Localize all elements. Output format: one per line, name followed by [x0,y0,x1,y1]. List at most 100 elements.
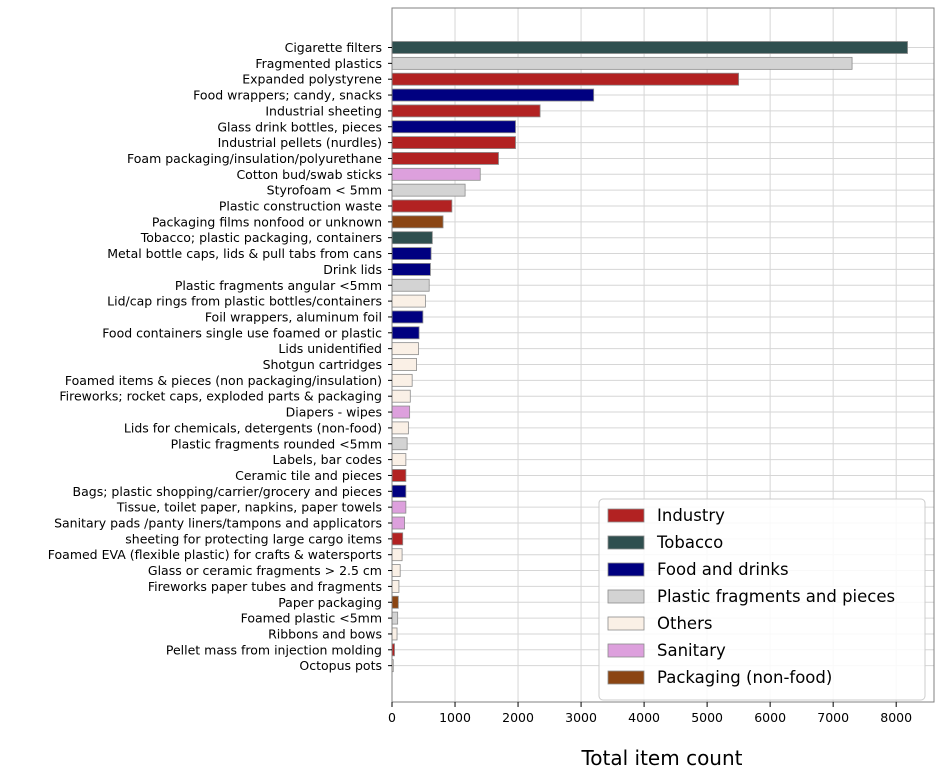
bar [391,56,853,70]
category-label: Industrial pellets (nurdles) [218,135,382,150]
bar [391,405,411,419]
bar [391,120,516,134]
legend-swatch [607,670,645,685]
legend-label: Food and drinks [657,560,789,579]
bar [391,516,406,530]
legend-label: Packaging (non-food) [657,668,832,687]
bar [391,136,516,150]
bar [391,627,398,641]
category-label: Food containers single use foamed or pla… [102,325,382,340]
legend-swatch [607,535,645,550]
bar [391,484,407,498]
category-label: Lids unidentified [278,341,382,356]
category-label: Foil wrappers, aluminum foil [205,309,382,324]
category-label: Plastic construction waste [219,199,382,214]
bar [391,152,499,165]
category-label: Industrial sheeting [265,103,382,118]
category-label: Diapers - wipes [286,405,382,420]
legend-label: Plastic fragments and pieces [657,587,895,606]
bar [391,437,408,451]
bar [391,389,411,403]
category-label: Ceramic tile and pieces [235,468,382,483]
category-label: Glass or ceramic fragments > 2.5 cm [148,563,382,578]
bar [391,215,444,229]
category-label: Packaging films nonfood or unknown [152,214,382,229]
legend-label: Sanitary [657,641,726,660]
x-tick-label: 4000 [628,710,660,725]
bar [391,595,399,609]
x-tick-label: 5000 [691,710,723,725]
bar [391,580,400,593]
legend-swatch [607,643,645,658]
bar [391,500,407,514]
legend: Industry Tobacco Food and drinks Plastic fr… [598,498,926,701]
bar [391,72,740,86]
legend-swatch [607,508,645,523]
bar [391,41,908,54]
bar [391,453,407,467]
bar [391,167,481,181]
category-label: Glass drink bottles, pieces [217,119,382,134]
category-label: Pellet mass from injection molding [166,642,382,657]
category-label: Tissue, toilet paper, napkins, paper tow… [116,500,382,515]
x-tick-label: 7000 [817,710,849,725]
bar [391,294,426,308]
category-label: Fireworks; rocket caps, exploded parts &… [59,389,382,404]
bar [391,326,420,340]
bar [391,373,413,387]
category-label: Sanitary pads /panty liners/tampons and … [54,516,382,531]
category-label: Cotton bud/swab sticks [236,167,382,182]
bar [391,183,466,197]
category-label: Drink lids [323,262,382,277]
category-label: Foam packaging/insulation/polyurethane [127,151,382,166]
legend-label: Industry [657,506,725,525]
bar [391,611,399,625]
category-label: Labels, bar codes [272,452,382,467]
bar [391,469,407,482]
x-axis-ticks: 0 1000 2000 3000 4000 5000 6000 7000 8000 [388,702,912,725]
x-tick-label: 2000 [502,710,534,725]
category-label: Expanded polystyrene [242,72,382,87]
legend-swatch [607,562,645,577]
legend-label: Others [657,614,712,633]
bar [391,88,595,102]
category-label: Shotgun cartridges [263,357,382,372]
x-axis-title: Total item count [580,746,742,770]
bar [391,532,404,546]
plot-frame [391,7,935,703]
bar [391,310,424,324]
category-label: Plastic fragments rounded <5mm [171,436,382,451]
category-label: Cigarette filters [285,40,382,55]
category-label: Foamed EVA (flexible plastic) for crafts… [48,547,382,562]
legend-swatch [607,589,645,604]
bar [391,548,403,562]
category-label: sheeting for protecting large cargo item… [125,531,382,546]
category-label: Fragmented plastics [255,56,382,71]
legend-label: Tobacco [656,533,723,552]
category-label: Ribbons and bows [268,626,382,641]
x-tick-label: 8000 [880,710,912,725]
category-label: Lid/cap rings from plastic bottles/conta… [107,294,382,309]
category-label: Lids for chemicals, detergents (non-food… [124,420,382,435]
category-label: Plastic fragments angular <5mm [175,278,382,293]
category-label: Octopus pots [299,658,382,673]
x-tick-label: 1000 [439,710,471,725]
category-label: Paper packaging [278,595,382,610]
category-label: Tobacco; plastic packaging, containers [140,230,382,245]
bar [391,342,419,356]
bar [391,231,433,245]
category-label: Food wrappers; candy, snacks [193,88,382,103]
x-tick-label: 0 [388,710,396,725]
legend-swatch [607,616,645,631]
category-label: Metal bottle caps, lids & pull tabs from… [107,246,382,261]
legend-box [598,498,926,701]
category-label: Fireworks paper tubes and fragments [148,579,382,594]
category-label: Foamed plastic <5mm [241,611,382,626]
bar [391,104,541,118]
category-label: Bags; plastic shopping/carrier/grocery a… [73,484,382,499]
bar [391,421,409,435]
bar [391,564,401,577]
bar [391,262,431,276]
